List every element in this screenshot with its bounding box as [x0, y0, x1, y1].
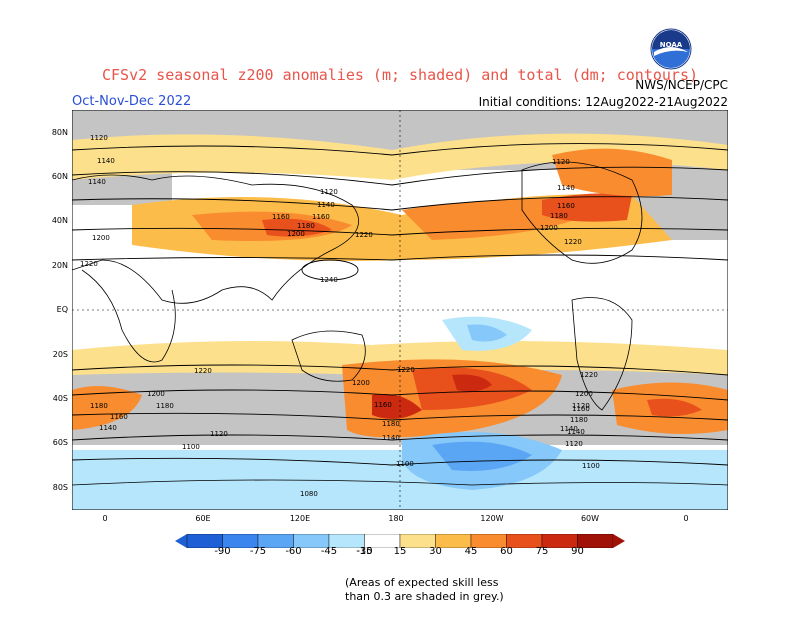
lat-label: 60S: [52, 438, 68, 447]
contour-label: 1100: [396, 460, 414, 468]
contour-label: 1140: [557, 184, 575, 192]
lat-label: 20N: [51, 261, 68, 270]
continent-outlines: [72, 161, 728, 486]
contour-label: 1180: [550, 212, 568, 220]
colorbar-label: -60: [285, 546, 302, 557]
contour-label: 1220: [397, 366, 415, 374]
period-label: Oct-Nov-Dec 2022: [72, 94, 192, 109]
graticule: [72, 110, 728, 510]
lat-label: 40N: [51, 216, 68, 225]
contour-label: 1120: [320, 188, 338, 196]
lon-label: 0: [683, 514, 689, 523]
contour-label: 1200: [575, 390, 593, 398]
contour-label: 1160: [110, 413, 128, 421]
lat-label: 20S: [52, 350, 68, 359]
contour-label: 1140: [97, 157, 115, 165]
contour-label: 1160: [272, 213, 290, 221]
svg-text:NOAA: NOAA: [660, 41, 683, 49]
lon-label: 120E: [289, 514, 311, 523]
contour-label: 1180: [570, 416, 588, 424]
contour-label: 1220: [80, 260, 98, 268]
contour-labels: 1120 1140 1140 1160 1200 1220 1120 1140 …: [80, 134, 600, 498]
colorbar-label: 60: [500, 546, 513, 557]
colorbar-label: 75: [535, 546, 549, 557]
contour-label: 1180: [382, 420, 400, 428]
lat-label: 60N: [51, 172, 68, 181]
contour-label: 1100: [182, 443, 200, 451]
contour-label: 1220: [355, 231, 373, 239]
lon-label: 0: [102, 514, 108, 523]
colorbar-label: 30: [429, 546, 442, 557]
org-label: NWS/NCEP/CPC: [635, 78, 728, 92]
contour-label: 1140: [88, 178, 106, 186]
lon-label: 60W: [580, 514, 600, 523]
initial-conditions-label: Initial conditions: 12Aug2022-21Aug2022: [478, 95, 728, 109]
colorbar-label: -45: [320, 546, 338, 557]
contour-label: 1140: [567, 428, 585, 436]
contour-label: 1120: [572, 402, 590, 410]
lat-label: EQ: [56, 305, 68, 314]
lat-label: 80S: [52, 483, 68, 492]
contour-label: 1200: [352, 379, 370, 387]
contour-label: 1180: [90, 402, 108, 410]
lat-label: 80N: [51, 128, 68, 137]
contour-label: 1080: [300, 490, 318, 498]
contour-label: 1140: [382, 434, 400, 442]
contour-label: 1220: [194, 367, 212, 375]
contour-label: 1160: [312, 213, 330, 221]
footnote-line-2: than 0.3 are shaded in grey.): [345, 590, 504, 603]
contour-label: 1200: [287, 230, 305, 238]
colorbar: [175, 534, 625, 548]
contour-label: 1120: [90, 134, 108, 142]
contour-label: 1120: [552, 158, 570, 166]
lon-label: 120W: [480, 514, 504, 523]
contour-label: 1200: [147, 390, 165, 398]
page-title: CFSv2 seasonal z200 anomalies (m; shaded…: [101, 66, 699, 84]
colorbar-label: -75: [249, 546, 267, 557]
contour-label: 1120: [210, 430, 228, 438]
colorbar-label: 90: [571, 546, 584, 557]
lon-label: 60E: [195, 514, 211, 523]
contour-label: 1160: [557, 202, 575, 210]
contour-label: 1140: [560, 425, 578, 433]
contour-label: 1140: [99, 424, 117, 432]
contour-label: 1220: [564, 238, 582, 246]
colorbar-label: 15: [393, 546, 407, 557]
skill-footnote: (Areas of expected skill less than 0.3 a…: [345, 576, 504, 604]
contour-label: 1240: [320, 276, 338, 284]
contour-label: 1180: [156, 402, 174, 410]
contour-label: 1140: [317, 201, 335, 209]
colorbar-label: -30: [356, 546, 373, 557]
contour-label: 1220: [580, 371, 598, 379]
colorbar-label: 45: [464, 546, 478, 557]
lon-label: 180: [388, 514, 404, 523]
contour-label: 1100: [582, 462, 600, 470]
colorbar-label: -90: [214, 546, 231, 557]
contour-label: 1180: [297, 222, 315, 230]
contour-label: 1160: [572, 405, 590, 413]
contour-label: 1120: [565, 440, 583, 448]
contour-label: 1200: [540, 224, 558, 232]
colorbar-label: -15: [356, 546, 373, 557]
anomaly-map: 1120 1140 1140 1160 1200 1220 1120 1140 …: [72, 110, 728, 510]
noaa-logo: NOAA: [650, 28, 692, 70]
total-height-contours: [72, 143, 728, 466]
footnote-line-1: (Areas of expected skill less: [345, 576, 499, 589]
contour-label: 1200: [92, 234, 110, 242]
contour-label: 1160: [374, 401, 392, 409]
lat-label: 40S: [52, 394, 68, 403]
